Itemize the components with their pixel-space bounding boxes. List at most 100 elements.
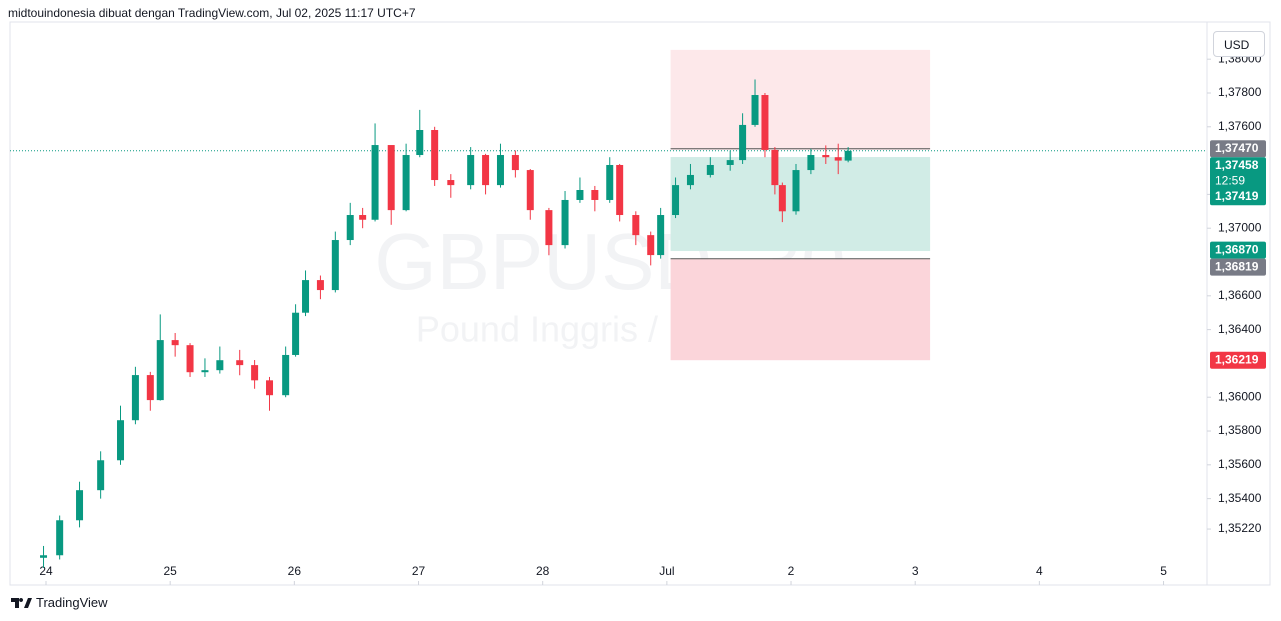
candle-body [526, 170, 534, 211]
price-label: 1,36219 [1210, 351, 1266, 369]
candle-body [292, 312, 300, 355]
price-label-text: 1,37419 [1215, 189, 1259, 203]
candle-body [251, 365, 259, 381]
position-zone [670, 49, 931, 150]
candle-body [387, 145, 395, 211]
price-label-text: 1,36870 [1215, 242, 1259, 256]
candle-body [56, 520, 64, 556]
price-label: 1,36819 [1210, 258, 1266, 276]
position-zone [670, 259, 931, 361]
candle-body [431, 130, 439, 181]
candle-body [76, 490, 84, 521]
candle-body [282, 354, 290, 396]
y-tick-label: 1,37000 [1218, 220, 1262, 234]
y-tick-label: 1,36000 [1218, 389, 1262, 403]
candle-body [576, 190, 584, 200]
price-label-text: 1,36819 [1215, 259, 1259, 273]
candle-body [672, 185, 680, 216]
y-tick-label: 1,35800 [1218, 423, 1262, 437]
candle-body [482, 155, 490, 186]
candle-body [632, 215, 640, 236]
candle-body [236, 360, 244, 366]
candle-body [686, 174, 694, 186]
candle-body [316, 280, 324, 291]
y-tick-label: 1,35220 [1218, 521, 1262, 535]
price-label-text: 1,37458 [1215, 158, 1259, 172]
candle-body [778, 185, 786, 212]
header: midtouindonesia dibuat dengan TradingVie… [8, 6, 416, 20]
candle-body [447, 180, 455, 186]
candle-body [371, 145, 379, 220]
candle-body [266, 380, 274, 396]
candle-body [201, 370, 209, 373]
candle-body [117, 420, 125, 461]
y-tick-label: 1,35400 [1218, 491, 1262, 505]
candle-body [807, 155, 815, 171]
x-tick-label: 27 [412, 564, 426, 578]
price-label-box [1210, 241, 1266, 259]
x-tick-label: 24 [39, 564, 53, 578]
x-tick-label: Jul [659, 564, 674, 578]
footer: TradingView [10, 595, 108, 610]
chart-frame [9, 21, 1271, 586]
candle-body [346, 215, 354, 241]
price-label: 1,37470 [1210, 140, 1266, 158]
countdown: 12:59 [1215, 173, 1245, 187]
y-tick-label: 1,36600 [1218, 288, 1262, 302]
price-label-text: 1,37470 [1215, 141, 1259, 155]
candle-body [331, 240, 339, 291]
candle-body [545, 210, 553, 246]
candle-body [792, 170, 800, 212]
x-tick-label: 26 [288, 564, 302, 578]
candle-body [726, 160, 734, 165]
candle-body [402, 155, 410, 211]
candle-body [131, 375, 139, 421]
candle-body [511, 155, 519, 171]
price-label-text: 1,36219 [1215, 352, 1259, 366]
candle-body [844, 150, 852, 161]
x-tick-label: 2 [788, 564, 795, 578]
x-tick-label: 28 [536, 564, 550, 578]
candle-body [302, 280, 310, 313]
candle-body [416, 130, 424, 156]
currency-button[interactable]: USD [1213, 31, 1265, 57]
candle-body [591, 190, 599, 200]
price-label: 1,36870 [1210, 241, 1266, 259]
candle-body [616, 164, 624, 216]
candle-body [97, 460, 105, 491]
candle-body [647, 235, 655, 256]
candle-body [822, 155, 830, 158]
footer-brand: TradingView [36, 595, 108, 610]
y-tick-label: 1,36400 [1218, 322, 1262, 336]
candle-body [171, 340, 179, 346]
candle-body [739, 124, 747, 161]
logo [11, 597, 32, 608]
y-tick-label: 1,37600 [1218, 119, 1262, 133]
x-tick-label: 5 [1160, 564, 1167, 578]
candle-body [216, 360, 224, 371]
candle-body [186, 345, 194, 373]
candle-body [146, 375, 154, 401]
candle-body [657, 215, 665, 256]
candle-body [561, 199, 569, 246]
y-tick-label: 1,37800 [1218, 85, 1262, 99]
y-tick-label: 1,35600 [1218, 457, 1262, 471]
x-tick-label: 3 [912, 564, 919, 578]
price-label-box [1210, 140, 1266, 158]
price-label-box [1210, 157, 1266, 206]
candle-body [834, 157, 842, 161]
candle-body [156, 340, 164, 401]
candle-body [771, 149, 779, 186]
candle-body [496, 155, 504, 186]
price-label-box [1210, 258, 1266, 276]
candle-body [751, 95, 759, 125]
candle-body [40, 555, 48, 558]
candle-body [359, 215, 367, 220]
position-zone [670, 157, 931, 252]
x-tick-label: 25 [163, 564, 177, 578]
candle-body [761, 95, 769, 150]
price-label-box [1210, 351, 1266, 369]
